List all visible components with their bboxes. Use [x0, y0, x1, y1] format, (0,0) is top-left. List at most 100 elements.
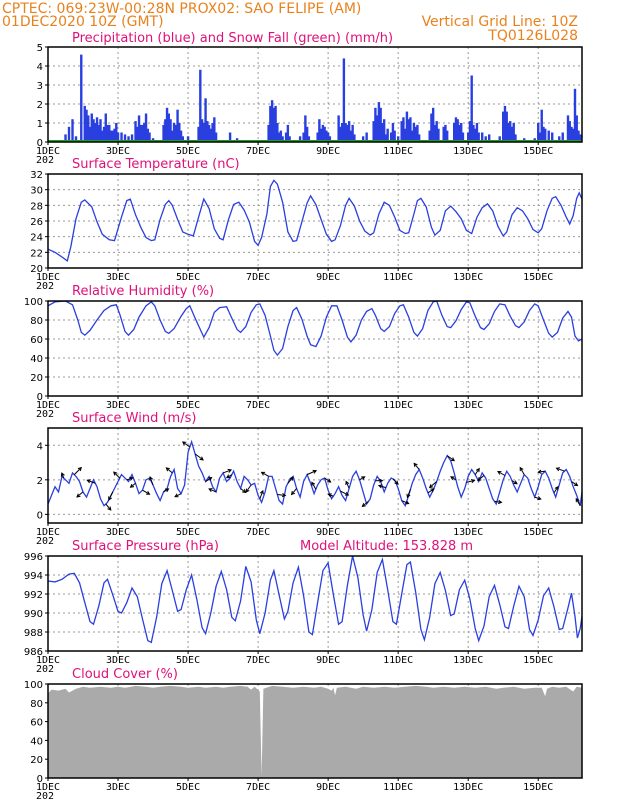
wind-arrow-head — [60, 472, 65, 477]
precip-bar — [389, 132, 393, 142]
wind-arrow-head — [311, 481, 316, 486]
precip-bar — [407, 119, 410, 142]
wind-arrow-shaft — [165, 467, 173, 474]
y-tick-label: 40 — [30, 354, 43, 365]
precip-bar — [186, 136, 190, 142]
wind-arrow-head — [575, 497, 580, 503]
wind-arrow-shaft — [446, 455, 455, 462]
x-tick-label: 15DEC — [523, 146, 553, 157]
precip-bar — [123, 134, 127, 142]
precip-bar — [416, 124, 419, 142]
precip-bar — [164, 119, 167, 142]
precip-bar — [340, 123, 344, 142]
x-tick-label: 3DEC — [106, 655, 130, 666]
x-tick-label: 13DEC — [453, 272, 483, 283]
x-tick-label: 9DEC — [316, 400, 340, 411]
precip-bar — [302, 132, 305, 142]
wind-arrow-head — [108, 496, 112, 501]
precip-bar — [365, 132, 368, 142]
precip-bar — [307, 136, 311, 142]
wind-arrow — [511, 480, 518, 485]
x-tick-label: 5DEC — [176, 146, 200, 157]
wind-arrow — [126, 476, 134, 481]
wind-arrow-shaft — [538, 470, 546, 473]
wind-arrow-shaft — [287, 476, 294, 484]
y-tick-label: 100 — [24, 297, 43, 308]
wind-arrow — [306, 469, 318, 476]
x-tick-label: 3DEC — [106, 400, 130, 411]
precip-bar — [97, 124, 100, 142]
wind-arrow-head — [225, 474, 231, 479]
wind-arrow-shaft — [519, 467, 525, 475]
precip-bar — [349, 130, 353, 142]
wind-arrow-shaft — [474, 468, 480, 475]
wind-arrow-head — [361, 476, 366, 481]
wind-arrow-head — [113, 471, 118, 476]
y-tick-label: 996 — [24, 552, 43, 563]
precip-bar — [179, 130, 183, 142]
precip-bar — [83, 105, 86, 142]
wind-arrow-head — [450, 457, 456, 462]
wind-arrow — [413, 462, 420, 470]
precip-bar — [71, 119, 74, 142]
panel-temperature: 20 22 24 26 28 30 32 1DEC 3DEC 5DEC 7DEC 9DEC 11DEC 1… — [30, 157, 583, 292]
y-tick-label: 26 — [30, 217, 43, 228]
precip-bar — [165, 107, 169, 142]
panel-humidity: 0 20 40 60 80 100 1DEC 3DEC 5DEC 7DEC 9DEC 11DEC 13D… — [24, 284, 583, 420]
x-tick-label: 11DEC — [383, 146, 413, 157]
wind-arrow-shaft — [466, 479, 475, 483]
precip-bar — [396, 136, 400, 142]
precip-bar — [318, 119, 321, 142]
precip-bar — [431, 107, 435, 142]
wind-arrow — [497, 470, 506, 476]
wind-arrow-head — [450, 476, 455, 481]
precip-bar — [74, 136, 78, 142]
y-tick-label: 0 — [37, 774, 43, 785]
wind-arrow-shaft — [259, 490, 264, 499]
plot-frame — [47, 555, 583, 652]
precip-bar — [558, 136, 561, 142]
x-tick-label: 15DEC — [523, 272, 553, 283]
y-tick-label: 4 — [37, 441, 43, 452]
y-tick-label: 28 — [30, 201, 43, 212]
wind-arrow-shaft — [222, 469, 232, 474]
wind-arrow-head — [227, 468, 233, 473]
wind-arrow-head — [149, 476, 154, 481]
x-tick-label: 3DEC — [106, 527, 130, 538]
wind-arrow — [428, 481, 438, 489]
precip-bar — [87, 115, 90, 142]
x-tick-label: 5DEC — [176, 400, 200, 411]
wind-arrow-shaft — [87, 479, 96, 484]
wind-arrow-shaft — [245, 484, 252, 493]
precip-bar — [104, 113, 107, 142]
precip-bar — [111, 130, 114, 142]
wind-arrow-head — [260, 471, 266, 476]
precip-bar — [139, 124, 142, 142]
panel-pressure: 986 988 990 992 994 996 1DEC 3DEC 5DEC 7DEC 9DEC 11… — [24, 539, 583, 675]
wind-arrow — [225, 474, 233, 479]
wind-arrow — [222, 468, 233, 474]
wind-arrow — [345, 480, 350, 489]
wind-arrow-head — [76, 493, 81, 498]
precip-bar — [88, 126, 92, 142]
precip-bar — [575, 115, 578, 142]
wind-arrow-shaft — [142, 489, 150, 495]
precip-bar — [579, 134, 582, 142]
x-tick-label: 1DEC — [36, 272, 60, 283]
wind-arrow — [477, 475, 485, 482]
wind-arrow-head — [513, 480, 518, 485]
wind-arrow — [163, 488, 170, 493]
precip-bar — [435, 121, 438, 142]
wind-arrow-shaft — [556, 467, 565, 472]
precip-bar — [174, 124, 178, 142]
precip-bar — [316, 132, 319, 142]
precip-bar — [572, 128, 575, 142]
precip-bar — [108, 124, 111, 142]
precip-bar — [134, 121, 137, 142]
precip-bar — [85, 109, 88, 142]
precip-bar — [468, 121, 472, 142]
wind-arrow — [60, 472, 65, 479]
wind-arrow — [534, 496, 542, 501]
precip-bar — [507, 123, 510, 142]
x-tick-label: 13DEC — [453, 527, 483, 538]
